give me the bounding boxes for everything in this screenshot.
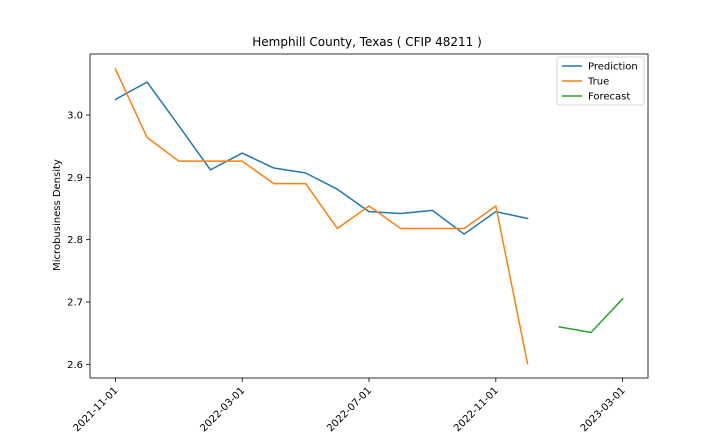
legend-label-true: True: [587, 77, 609, 88]
chart-title: Hemphill County, Texas ( CFIP 48211 ): [252, 35, 482, 49]
y-tick-label: 2.7: [67, 297, 83, 308]
series-line-true: [114, 67, 529, 365]
y-tick-label: 3.0: [67, 111, 83, 122]
legend-label-forecast: Forecast: [588, 92, 630, 103]
x-tick-label: 2022-03-01: [198, 385, 247, 432]
x-tick-label: 2023-03-01: [579, 385, 628, 432]
x-tick-label: 2022-07-01: [325, 385, 374, 432]
legend: Prediction True Forecast: [556, 56, 645, 106]
y-tick-label: 2.9: [67, 173, 83, 184]
plot-area: 2.6 2.7 2.8 2.9 3.0 2021-11-01 2022-03-01 2022-…: [67, 53, 649, 432]
y-tick-label: 2.8: [67, 235, 83, 246]
y-axis-label: Microbusiness Density: [52, 159, 63, 271]
x-tick-label: 2021-11-01: [72, 385, 121, 432]
x-tick-label: 2022-11-01: [452, 385, 501, 432]
legend-box: [556, 56, 645, 106]
series-line-forecast: [558, 297, 624, 334]
y-tick-label: 2.6: [67, 360, 83, 371]
legend-label-prediction: Prediction: [588, 62, 638, 73]
series-line-prediction: [114, 81, 529, 235]
